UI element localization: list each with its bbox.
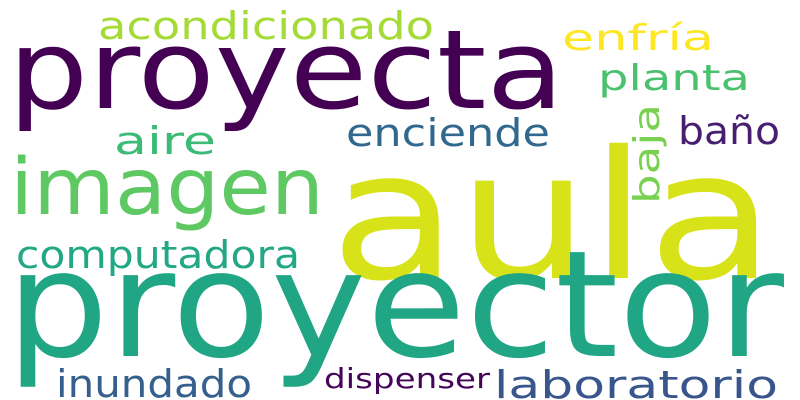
word-enfria: enfría <box>562 18 714 59</box>
word-proyector: proyector <box>6 219 784 391</box>
word-computadora: computadora <box>16 233 300 277</box>
word-laboratorio: laboratorio <box>494 363 778 400</box>
word-inundado: inundado <box>56 362 252 400</box>
word-bano: baño <box>678 109 780 153</box>
word-planta: planta <box>598 58 750 99</box>
word-enciende: enciende <box>346 111 550 155</box>
word-baja: baja <box>627 104 668 204</box>
word-imagen: imagen <box>10 143 324 233</box>
word-proyecta: proyecta <box>8 6 564 134</box>
word-aire: aire <box>114 119 216 163</box>
word-acondicionado: acondicionado <box>98 4 434 48</box>
word-dispenser: dispenser <box>324 362 491 395</box>
word-aula: aula <box>330 113 775 320</box>
